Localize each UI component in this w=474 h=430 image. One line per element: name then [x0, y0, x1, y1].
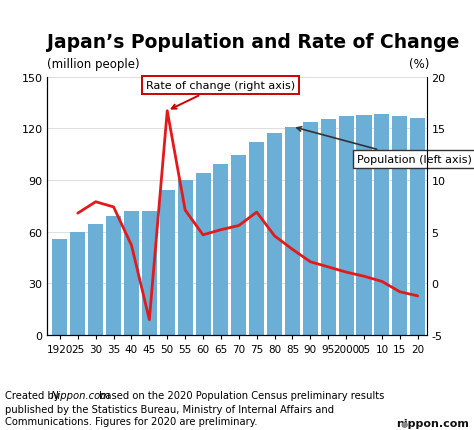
Text: based on the 2020 Population Census preliminary results: based on the 2020 Population Census prel…	[96, 390, 384, 400]
Bar	[249, 143, 264, 335]
Bar	[374, 115, 390, 335]
Bar	[88, 224, 103, 335]
Text: nippon.com: nippon.com	[396, 418, 469, 428]
Bar	[285, 127, 300, 335]
Text: Population (left axis): Population (left axis)	[297, 127, 472, 165]
Text: Japan’s Population and Rate of Change: Japan’s Population and Rate of Change	[47, 33, 460, 52]
Bar	[267, 134, 282, 335]
Bar	[142, 212, 157, 335]
Bar	[70, 233, 85, 335]
Text: (%): (%)	[409, 58, 429, 71]
Bar	[53, 239, 67, 335]
Text: Nippon.com: Nippon.com	[51, 390, 111, 400]
Bar	[213, 165, 228, 335]
Bar	[106, 216, 121, 335]
Text: Communications. Figures for 2020 are preliminary.: Communications. Figures for 2020 are pre…	[5, 416, 257, 426]
Bar	[195, 173, 210, 335]
Bar	[338, 117, 354, 335]
Bar	[124, 212, 139, 335]
Text: published by the Statistics Bureau, Ministry of Internal Affairs and: published by the Statistics Bureau, Mini…	[5, 404, 334, 414]
Bar	[356, 116, 372, 335]
Text: (million people): (million people)	[47, 58, 140, 71]
Bar	[160, 191, 175, 335]
Text: Rate of change (right axis): Rate of change (right axis)	[146, 81, 295, 109]
Bar	[321, 120, 336, 335]
Bar	[392, 117, 407, 335]
Bar	[303, 123, 318, 335]
Text: Created by: Created by	[5, 390, 63, 400]
Bar	[231, 155, 246, 335]
Bar	[410, 119, 425, 335]
Bar	[178, 181, 192, 335]
Text: ●: ●	[401, 419, 408, 428]
